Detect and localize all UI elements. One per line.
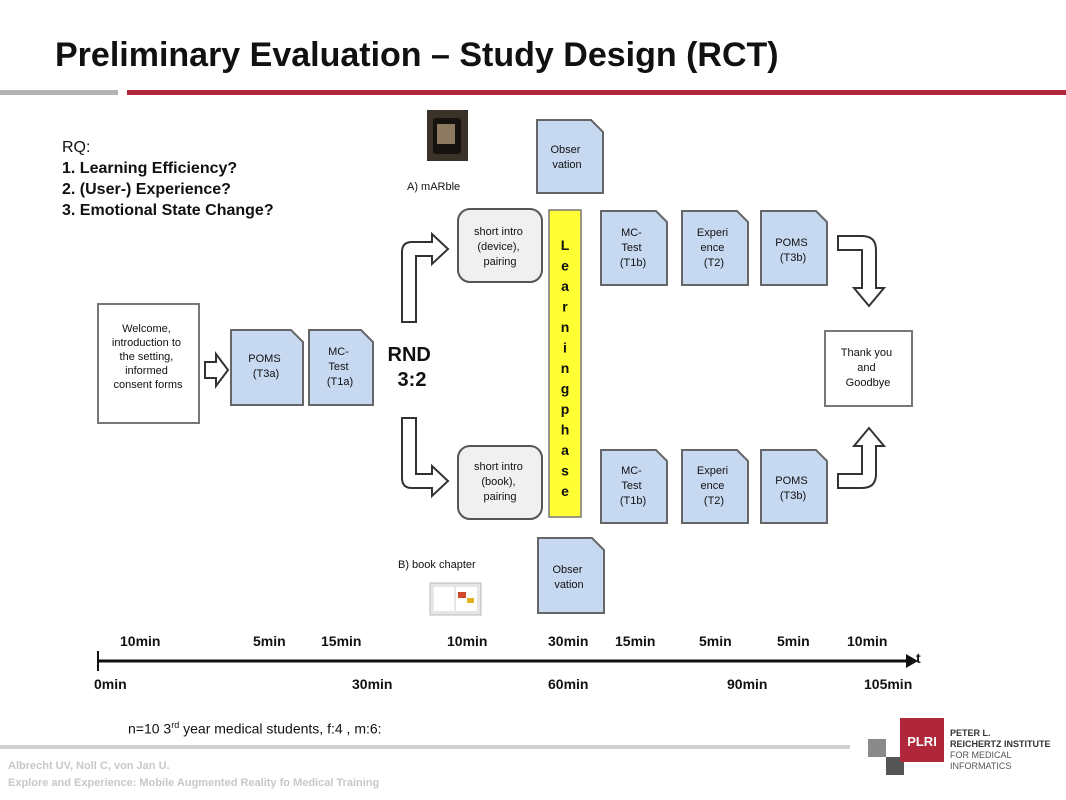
svg-text:MC- Test (T1b): MC- Test (T1b) — [620, 227, 646, 269]
timeline-axis-label: t — [916, 650, 921, 666]
learning-phase-bar — [548, 209, 582, 518]
institute-name: PETER L. REICHERTZ INSTITUTE FOR MEDICAL… — [950, 728, 1051, 771]
group-b-label: B) book chapter — [398, 559, 476, 571]
arrow-up-right-icon — [837, 426, 887, 489]
duration-label: 5min — [777, 633, 810, 649]
rq-item-3: 3. Emotional State Change? — [62, 202, 274, 219]
page-title: Preliminary Evaluation – Study Design (R… — [55, 36, 779, 74]
title-rule-gray — [0, 90, 118, 95]
poms-t3a-box: POMS (T3a) — [230, 329, 304, 406]
observation-bottom-box: Obser vation — [537, 537, 605, 614]
learning-phase-letter: g — [561, 381, 570, 397]
learning-phase-letter: i — [563, 340, 567, 356]
learning-phase-letter: h — [561, 422, 570, 438]
learning-phase-letter: p — [561, 401, 570, 417]
footer-paper-title: Explore and Experience: Mobile Augmented… — [8, 777, 380, 789]
svg-text:POMS (T3b): POMS (T3b) — [775, 237, 810, 264]
svg-text:short intro (book),: short intro (book), pairing — [474, 461, 526, 503]
mc-test-t1a-box: MC- Test (T1a) — [308, 329, 374, 406]
sample-description: n=10 3rd year medical students, f:4 , m:… — [128, 720, 382, 737]
learning-phase-letter: a — [561, 442, 569, 458]
randomization-label: RND 3:2 — [388, 344, 437, 391]
footer-authors: Albrecht UV, Noll C, von Jan U. — [8, 760, 170, 772]
poms-t3b-top-box: POMS (T3b) — [760, 210, 828, 286]
svg-text:Experi ence (T2): Experi ence (T2) — [697, 227, 731, 269]
book-chapter-image — [429, 582, 482, 616]
duration-label: 15min — [321, 633, 361, 649]
footer-rule — [0, 745, 850, 749]
svg-text:short intro (device),: short intro (device), pairing — [474, 226, 526, 268]
learning-phase-letter: e — [561, 258, 569, 274]
duration-label: 15min — [615, 633, 655, 649]
learning-phase-letter: e — [561, 483, 569, 499]
svg-text:Obser vation: Obser vation — [550, 144, 583, 171]
logo-abbr: PLRI — [907, 734, 937, 749]
group-a-label: A) mARble — [407, 181, 460, 193]
intro-device-box: short intro (device), pairing — [457, 208, 543, 283]
duration-label: 10min — [120, 633, 160, 649]
bent-arrow-down-icon — [401, 417, 450, 499]
welcome-line-4: informed — [125, 365, 168, 377]
mc-test-t1b-top-box: MC- Test (T1b) — [600, 210, 668, 286]
svg-text:MC- Test (T1a): MC- Test (T1a) — [327, 346, 353, 388]
welcome-line-2: introduction to — [112, 337, 181, 349]
footer-citation: Albrecht UV, Noll C, von Jan U. Explore … — [8, 758, 379, 792]
svg-text:Obser vation: Obser vation — [552, 564, 585, 591]
cumulative-label: 0min — [94, 676, 127, 692]
duration-label: 10min — [847, 633, 887, 649]
learning-phase-letter: n — [561, 319, 570, 335]
poms-t3b-bottom-box: POMS (T3b) — [760, 449, 828, 524]
cumulative-label: 105min — [864, 676, 912, 692]
thank-you-box: Thank you and Goodbye — [824, 330, 913, 407]
duration-label: 5min — [699, 633, 732, 649]
learning-phase-letter: n — [561, 360, 570, 376]
mobile-device-image — [427, 110, 468, 161]
svg-text:POMS (T3a): POMS (T3a) — [248, 353, 283, 380]
duration-label: 10min — [447, 633, 487, 649]
svg-text:POMS (T3b): POMS (T3b) — [775, 475, 810, 502]
title-rule-red — [127, 90, 1066, 95]
experience-t2-bottom-box: Experi ence (T2) — [681, 449, 749, 524]
duration-label: 30min — [548, 633, 588, 649]
cumulative-label: 60min — [548, 676, 588, 692]
learning-phase-letter: s — [561, 463, 569, 479]
svg-text:Thank you and Good: Thank you and Goodbye — [841, 347, 895, 389]
welcome-line-3: the setting, — [120, 351, 174, 363]
observation-top-box: Obser vation — [536, 119, 604, 194]
welcome-box: Welcome, introduction to the setting, in… — [97, 303, 200, 424]
duration-label: 5min — [253, 633, 286, 649]
learning-phase-letter: L — [561, 237, 570, 253]
arrow-right-icon — [204, 351, 230, 389]
timeline-arrow-icon — [906, 654, 918, 668]
rq-item-2: 2. (User-) Experience? — [62, 181, 231, 198]
experience-t2-top-box: Experi ence (T2) — [681, 210, 749, 286]
svg-text:Experi ence (T2): Experi ence (T2) — [697, 465, 731, 507]
learning-phase-letter: r — [562, 299, 568, 315]
cumulative-label: 90min — [727, 676, 767, 692]
bent-arrow-up-icon — [401, 231, 450, 323]
arrow-down-right-icon — [837, 235, 887, 308]
mc-test-t1b-bottom-box: MC- Test (T1b) — [600, 449, 668, 524]
research-questions: RQ: 1. Learning Efficiency? 2. (User-) E… — [62, 137, 274, 221]
svg-text:Welcome, introduction to: Welcome, introduction to the setting, in… — [112, 323, 184, 391]
rq-label: RQ: — [62, 139, 91, 156]
cumulative-label: 30min — [352, 676, 392, 692]
welcome-line-5: consent forms — [113, 379, 183, 391]
intro-book-box: short intro (book), pairing — [457, 445, 543, 520]
svg-text:MC- Test (T1b): MC- Test (T1b) — [620, 465, 646, 507]
welcome-line-1: Welcome, — [122, 323, 171, 335]
plri-logo: PLRI — [868, 718, 944, 775]
learning-phase-letter: a — [561, 278, 569, 294]
rq-item-1: 1. Learning Efficiency? — [62, 160, 238, 177]
